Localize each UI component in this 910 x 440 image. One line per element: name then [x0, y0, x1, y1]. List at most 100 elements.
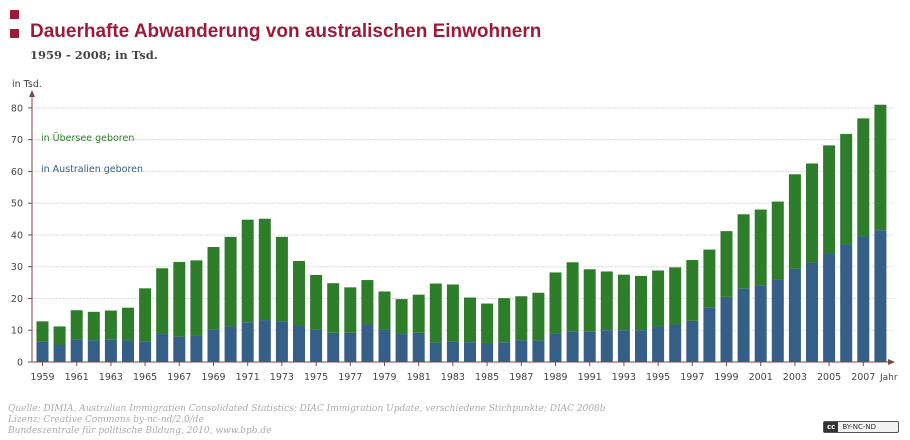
bar-australia-born [87, 340, 100, 362]
y-tick-label: 70 [11, 135, 23, 146]
bar-australia-born [686, 320, 699, 362]
bar-australia-born [293, 325, 305, 362]
bar-overseas-born [652, 270, 665, 327]
legend-australia-born: in Australien geboren [41, 164, 143, 175]
bar-overseas-born [446, 284, 459, 342]
bar-series [36, 104, 887, 362]
bar-australia-born [515, 340, 528, 362]
x-tick-label: 1989 [543, 372, 567, 383]
x-tick-label: 1967 [167, 372, 191, 383]
x-tick-label: 1977 [338, 372, 362, 383]
bar-overseas-born [617, 274, 630, 331]
y-tick-label: 40 [11, 230, 23, 241]
bar-overseas-born [669, 267, 682, 325]
bar-overseas-born [70, 310, 83, 340]
publisher-note: Bundeszentrale für politische Bildung, 2… [8, 426, 272, 436]
bar-australia-born [53, 344, 66, 362]
bar-australia-born [275, 321, 288, 362]
bar-australia-born [720, 296, 733, 362]
x-tick-label: 1975 [304, 372, 328, 383]
bar-overseas-born [600, 271, 613, 331]
bar-overseas-born [258, 218, 271, 321]
bar-australia-born [857, 236, 870, 362]
bar-australia-born [532, 340, 545, 362]
bar-australia-born [344, 332, 357, 362]
x-tick-label: 1981 [407, 372, 431, 383]
creative-commons-badge[interactable]: cc BY-NC-ND [823, 421, 899, 433]
chart-subtitle: 1959 - 2008; in Tsd. [30, 48, 158, 62]
bar-australia-born [771, 279, 784, 362]
bar-australia-born [258, 320, 271, 362]
bar-australia-born [241, 322, 254, 362]
bar-overseas-born [429, 283, 442, 343]
bar-australia-born [737, 288, 750, 362]
bar-australia-born [310, 329, 323, 362]
bar-overseas-born [412, 294, 425, 333]
x-tick-label: 1997 [680, 372, 704, 383]
x-tick-label: 1995 [646, 372, 670, 383]
bar-overseas-born [532, 292, 545, 341]
bar-australia-born [104, 339, 117, 362]
bar-overseas-born [754, 209, 767, 286]
x-tick-label: 1969 [201, 372, 225, 383]
bar-australia-born [549, 333, 562, 362]
cc-icon: cc [824, 422, 839, 432]
y-tick-label: 30 [11, 262, 23, 273]
x-axis-label: Jahr [879, 373, 898, 383]
bar-australia-born [840, 244, 853, 362]
bar-overseas-born [293, 260, 305, 326]
bar-overseas-born [823, 145, 836, 254]
bar-australia-born [635, 330, 647, 362]
y-tick-label: 20 [11, 294, 23, 305]
bar-overseas-born [686, 260, 699, 321]
bar-overseas-born [139, 288, 152, 342]
bar-overseas-born [122, 307, 134, 341]
bar-australia-born [412, 332, 425, 362]
bar-overseas-born [788, 174, 801, 269]
x-tick-label: 2003 [783, 372, 807, 383]
bar-australia-born [446, 341, 459, 362]
bar-australia-born [361, 324, 374, 362]
x-tick-label: 1987 [509, 372, 533, 383]
bar-overseas-born [566, 262, 579, 332]
x-tick-label: 1961 [65, 372, 89, 383]
bar-overseas-born [310, 274, 323, 330]
bar-australia-born [874, 230, 887, 362]
bar-overseas-born [344, 287, 357, 333]
y-tick-label: 80 [11, 103, 23, 114]
bar-australia-born [806, 262, 818, 362]
bar-australia-born [327, 332, 340, 362]
bar-australia-born [122, 340, 134, 362]
bar-australia-born [652, 326, 665, 362]
x-tick-label: 1991 [578, 372, 602, 383]
x-tick-label: 1959 [30, 372, 54, 383]
bar-overseas-born [156, 268, 169, 335]
bar-overseas-born [549, 272, 562, 334]
bar-australia-born [429, 342, 442, 362]
bar-australia-born [156, 334, 169, 362]
x-axis-arrow [888, 359, 895, 365]
bar-australia-born [464, 342, 476, 362]
legend-overseas-born: in Übersee geboren [41, 133, 134, 144]
bar-overseas-born [87, 311, 100, 341]
bar-australia-born [70, 339, 83, 362]
bar-overseas-born [190, 260, 203, 336]
y-axis-ticks: 0 10 20 30 40 50 60 70 80 [11, 103, 32, 369]
bar-overseas-born [583, 269, 596, 332]
x-tick-label: 2001 [749, 372, 773, 383]
bar-australia-born [207, 329, 220, 362]
bar-overseas-born [327, 283, 340, 333]
cc-badge-text: BY-NC-ND [842, 423, 876, 431]
x-tick-label: 2007 [851, 372, 875, 383]
bar-overseas-born [635, 275, 647, 331]
bar-australia-born [703, 307, 716, 362]
bar-overseas-born [378, 291, 391, 330]
bar-overseas-born [275, 236, 288, 322]
bar-overseas-born [857, 118, 870, 237]
bar-overseas-born [481, 303, 494, 343]
bar-australia-born [395, 334, 408, 362]
bar-australia-born [378, 329, 391, 362]
bar-overseas-born [361, 280, 374, 325]
bar-australia-born [190, 335, 203, 362]
